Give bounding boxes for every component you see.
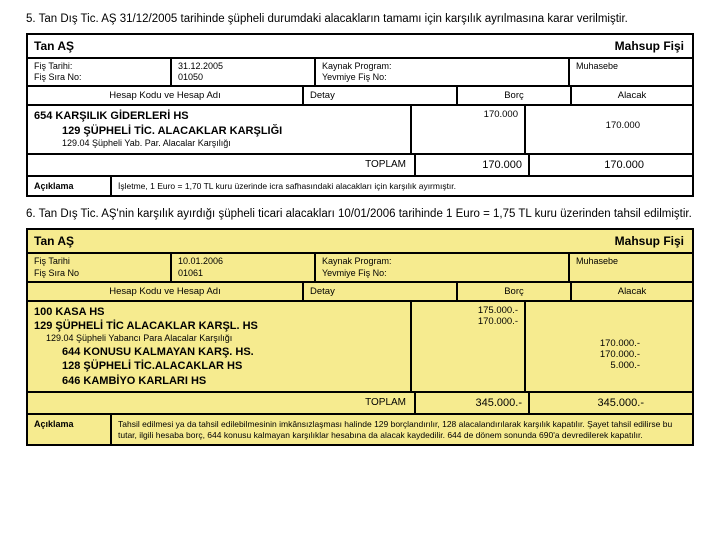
aciklama-text: Tahsil edilmesi ya da tahsil edilebilmes… bbox=[112, 415, 692, 444]
company-name: Tan AŞ bbox=[28, 230, 607, 252]
col-borc: Borç bbox=[458, 87, 572, 104]
fis-tarihi-value: 31.12.200501050 bbox=[172, 59, 316, 86]
muhasebe-label: Muhasebe bbox=[570, 254, 692, 281]
col-hesap: Hesap Kodu ve Hesap Adı bbox=[28, 87, 304, 104]
voucher-2: Tan AŞ Mahsup Fişi Fiş TarihiFiş Sıra No… bbox=[26, 228, 694, 446]
kaynak-label: Kaynak Program:Yevmiye Fiş No: bbox=[316, 254, 570, 281]
fis-tarihi-label: Fiş Tarihi:Fiş Sıra No: bbox=[28, 59, 172, 86]
fis-tarihi-label: Fiş TarihiFiş Sıra No bbox=[28, 254, 172, 281]
aciklama-label: Açıklama bbox=[28, 177, 112, 196]
accounts-block: 100 KASA HS 129 ŞÜPHELİ TİC ALACAKLAR KA… bbox=[28, 302, 412, 391]
paragraph-5: 5. Tan Dış Tic. AŞ 31/12/2005 tarihinde … bbox=[26, 12, 706, 27]
company-name: Tan AŞ bbox=[28, 35, 607, 57]
toplam-credit: 170.000 bbox=[530, 155, 650, 175]
acc-line: 644 KONUSU KALMAYAN KARŞ. HS. bbox=[62, 345, 404, 359]
credit-cell: 170.000 bbox=[526, 106, 646, 152]
voucher-title: Mahsup Fişi bbox=[607, 35, 692, 57]
credit-cell: 170.000.- 170.000.- 5.000.- bbox=[526, 302, 646, 391]
accounts-block: 654 KARŞILIK GİDERLERİ HS 129 ŞÜPHELİ Tİ… bbox=[28, 106, 412, 152]
toplam-credit: 345.000.- bbox=[530, 393, 650, 413]
toplam-debit: 170.000 bbox=[416, 155, 530, 175]
aciklama-label: Açıklama bbox=[28, 415, 112, 444]
acc-line: 100 KASA HS bbox=[34, 305, 404, 319]
voucher-title: Mahsup Fişi bbox=[607, 230, 692, 252]
muhasebe-label: Muhasebe bbox=[570, 59, 692, 86]
col-detay: Detay bbox=[304, 87, 458, 104]
toplam-label: TOPLAM bbox=[28, 393, 416, 413]
acc-line: 129 ŞÜPHELİ TİC ALACAKLAR KARŞL. HS bbox=[34, 319, 404, 333]
acc-line: 646 KAMBİYO KARLARI HS bbox=[62, 374, 404, 388]
kaynak-label: Kaynak Program:Yevmiye Fiş No: bbox=[316, 59, 570, 86]
voucher-1: Tan AŞ Mahsup Fişi Fiş Tarihi:Fiş Sıra N… bbox=[26, 33, 694, 197]
col-detay: Detay bbox=[304, 283, 458, 300]
acc-line: 128 ŞÜPHELİ TİC.ALACAKLAR HS bbox=[62, 359, 404, 373]
aciklama-text: İşletme, 1 Euro = 1,70 TL kuru üzerinde … bbox=[112, 177, 692, 196]
acc-subline: 129.04 Şüpheli Yabancı Para Alacalar Kar… bbox=[46, 333, 404, 345]
col-hesap: Hesap Kodu ve Hesap Adı bbox=[28, 283, 304, 300]
acc-line: 654 KARŞILIK GİDERLERİ HS bbox=[34, 109, 404, 123]
toplam-debit: 345.000.- bbox=[416, 393, 530, 413]
fis-tarihi-value: 10.01.200601061 bbox=[172, 254, 316, 281]
col-alacak: Alacak bbox=[572, 87, 692, 104]
paragraph-6: 6. Tan Dış Tic. AŞ'nin karşılık ayırdığı… bbox=[26, 207, 706, 222]
toplam-label: TOPLAM bbox=[28, 155, 416, 175]
acc-line: 129 ŞÜPHELİ TİC. ALACAKLAR KARŞLIĞI bbox=[62, 124, 404, 138]
col-borc: Borç bbox=[458, 283, 572, 300]
acc-subline: 129.04 Şüpheli Yab. Par. Alacalar Karşıl… bbox=[62, 138, 404, 150]
col-alacak: Alacak bbox=[572, 283, 692, 300]
debit-cell: 170.000 bbox=[412, 106, 526, 152]
debit-cell: 175.000.- 170.000.- bbox=[412, 302, 526, 391]
